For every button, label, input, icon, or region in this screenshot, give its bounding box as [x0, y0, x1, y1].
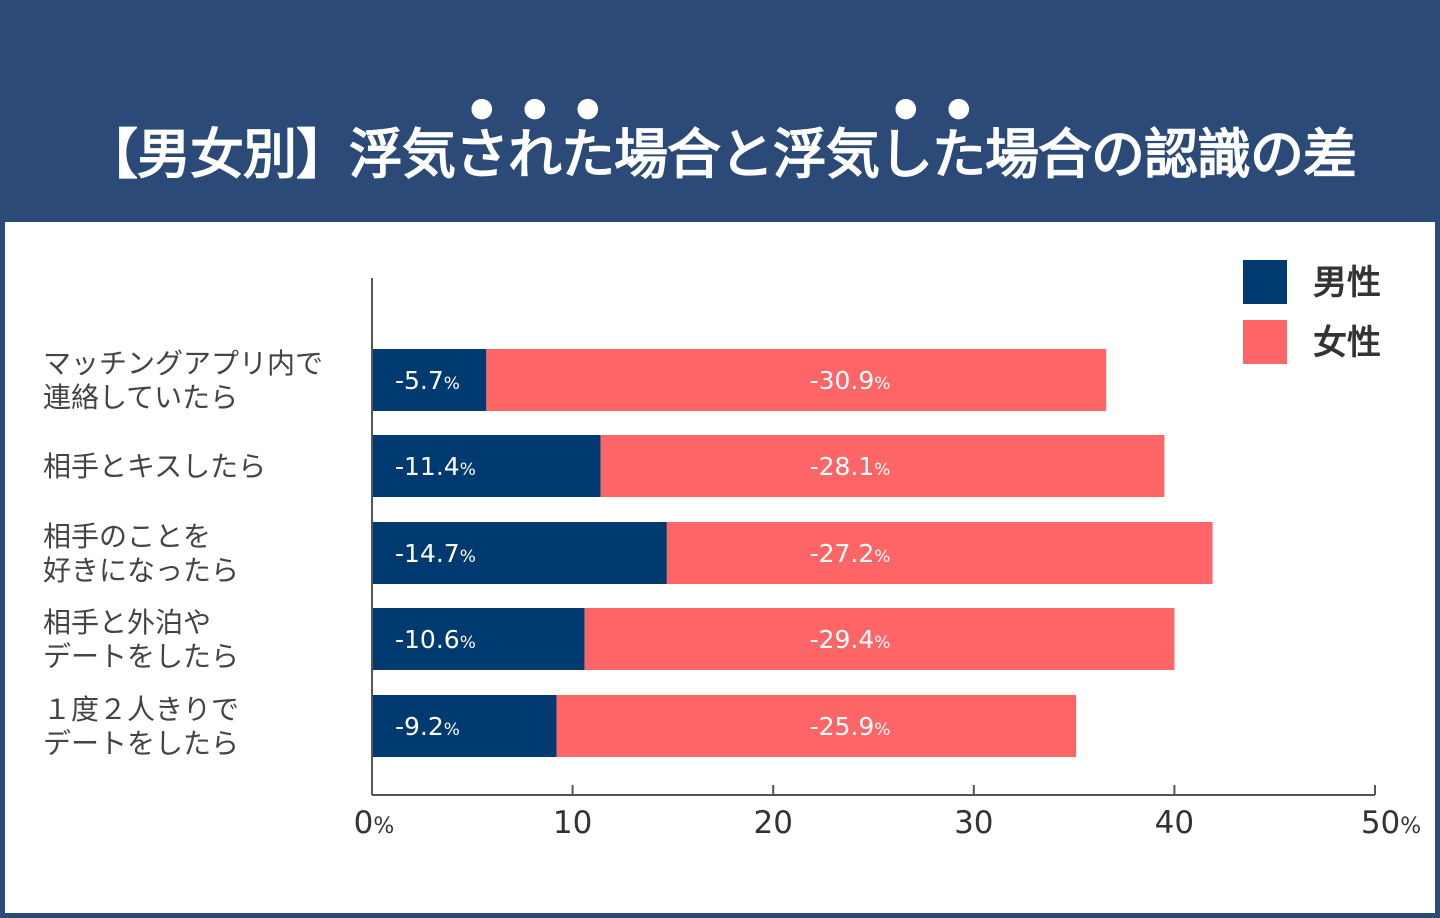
title-segment: された [455, 123, 615, 186]
legend-label: 女性 [1313, 323, 1381, 363]
bar-female [584, 608, 1175, 670]
bar-male [372, 522, 667, 584]
data-label-male: -11.4% [395, 452, 476, 481]
bar-female [486, 349, 1107, 411]
x-tick-label: 50% [1361, 805, 1421, 841]
x-tick-label: 20 [753, 805, 792, 841]
bar-male [372, 608, 585, 670]
title-segment: 【男女別】浮気 [84, 123, 456, 186]
data-label-female: -29.4% [810, 625, 891, 654]
category-label: １度２人きりで [43, 693, 239, 726]
legend-swatch-male [1243, 260, 1287, 304]
title-segment: した [879, 123, 986, 186]
bar-female [556, 695, 1077, 757]
bar-female [600, 435, 1165, 497]
chart-header: 【男女別】浮気された場合と浮気した場合の認識の差 [0, 0, 1440, 222]
category-label: 相手と外泊や [43, 606, 211, 639]
x-tick-label: 0% [354, 805, 395, 841]
bar-female [666, 522, 1213, 584]
title-segment: 場合と浮気 [614, 123, 880, 186]
category-label: デートをしたら [43, 640, 239, 673]
category-label: 好きになったら [43, 554, 239, 587]
category-label: デートをしたら [43, 727, 239, 760]
category-label: 相手のことを [43, 520, 211, 553]
chart-title: 【男女別】浮気された場合と浮気した場合の認識の差 [0, 92, 1440, 189]
x-tick-label: 40 [1155, 805, 1194, 841]
category-label: 相手とキスしたら [43, 450, 266, 483]
title-segment: 場合の認識の差 [985, 123, 1357, 186]
bar-male [372, 695, 557, 757]
legend-label: 男性 [1313, 263, 1381, 303]
x-tick-label: 10 [553, 805, 592, 841]
category-label: 連絡していたら [43, 381, 238, 414]
legend-swatch-female [1243, 320, 1287, 364]
bar-male [372, 349, 487, 411]
bar-male [372, 435, 601, 497]
data-label-female: -30.9% [810, 366, 891, 395]
data-label-male: -9.2% [395, 712, 460, 741]
x-tick-label: 30 [954, 805, 993, 841]
category-label: マッチングアプリ内で [43, 347, 323, 380]
